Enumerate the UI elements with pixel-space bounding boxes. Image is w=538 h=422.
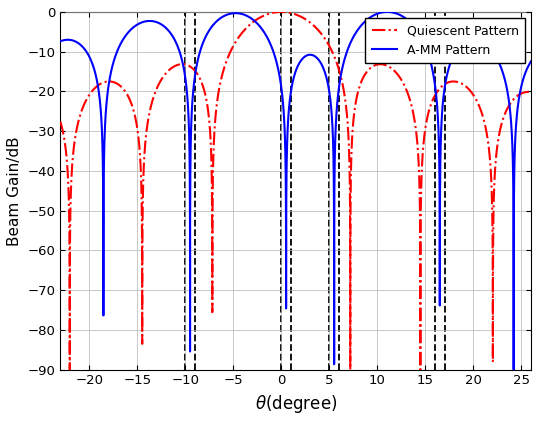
- A-MM Pattern: [394, 11, 401, 16]
- Quiescent Pattern: [394, 72, 401, 77]
- Quiescent Pattern: [278, 9, 285, 14]
- Quiescent Pattern: [497, 125, 504, 130]
- Line: Quiescent Pattern: Quiescent Pattern: [60, 12, 531, 370]
- A-MM Pattern: [497, 64, 504, 69]
- A-MM Pattern: [174, 44, 181, 49]
- Quiescent Pattern: [359, 76, 366, 81]
- Quiescent Pattern: [67, 367, 73, 372]
- X-axis label: $\theta$(degree): $\theta$(degree): [254, 393, 337, 415]
- A-MM Pattern: [342, 55, 348, 60]
- A-MM Pattern: [384, 9, 391, 14]
- A-MM Pattern: [511, 367, 517, 372]
- Y-axis label: Beam Gain/dB: Beam Gain/dB: [7, 136, 22, 246]
- A-MM Pattern: [528, 59, 534, 64]
- Line: A-MM Pattern: A-MM Pattern: [60, 12, 531, 370]
- Quiescent Pattern: [528, 89, 534, 95]
- A-MM Pattern: [57, 39, 63, 44]
- A-MM Pattern: [359, 22, 366, 27]
- Legend: Quiescent Pattern, A-MM Pattern: Quiescent Pattern, A-MM Pattern: [365, 18, 525, 63]
- Quiescent Pattern: [57, 119, 63, 124]
- Quiescent Pattern: [174, 62, 181, 68]
- A-MM Pattern: [280, 100, 286, 106]
- Quiescent Pattern: [342, 96, 348, 101]
- Quiescent Pattern: [280, 9, 286, 14]
